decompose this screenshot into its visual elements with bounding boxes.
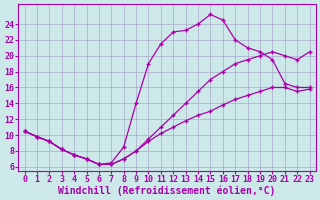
X-axis label: Windchill (Refroidissement éolien,°C): Windchill (Refroidissement éolien,°C) <box>58 185 276 196</box>
